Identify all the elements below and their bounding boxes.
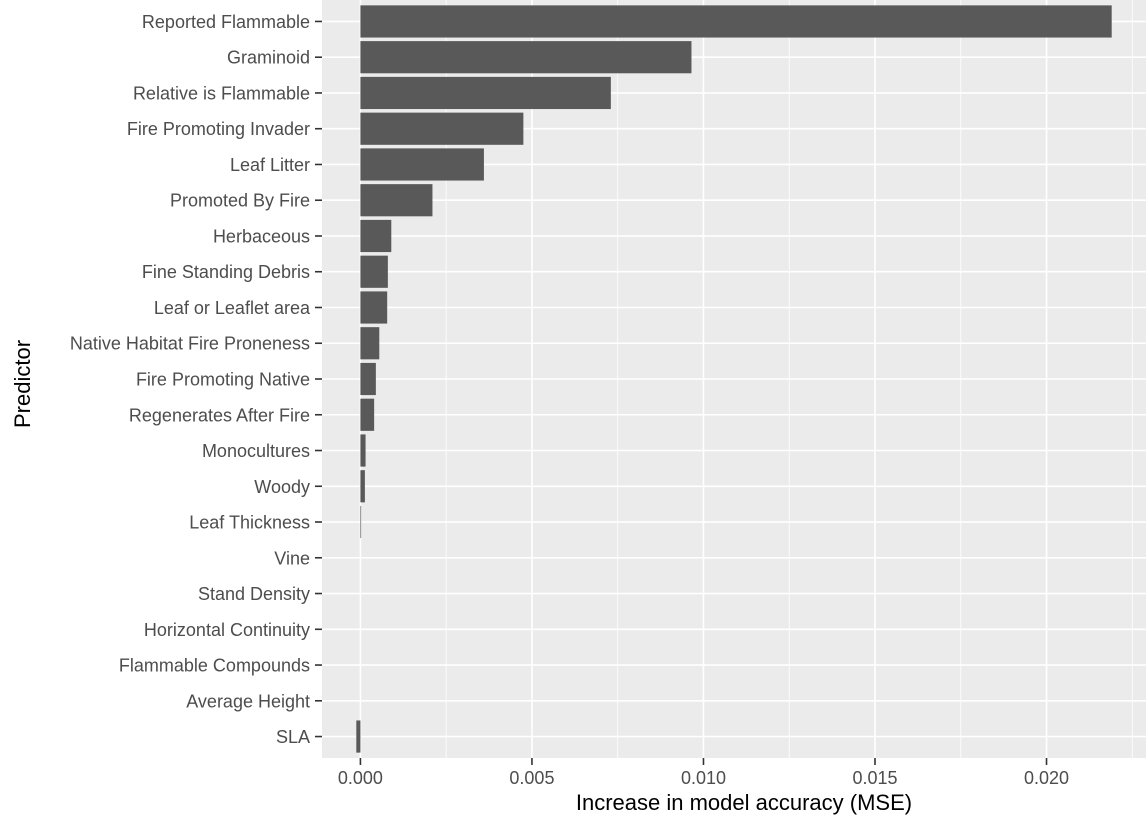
bar-monocultures [360,434,366,467]
bar-promoted-by-fire [360,184,433,217]
bar-fire-promoting-invader [360,112,524,145]
x-tick-label: 0.000 [338,768,383,788]
bar-leaf-litter [360,148,484,181]
bar-herbaceous [360,219,392,253]
y-tick-label: Leaf or Leaflet area [154,298,311,318]
y-tick-label: Native Habitat Fire Proneness [70,334,310,354]
y-tick-label: Vine [274,548,310,568]
y-tick-label: Herbaceous [213,226,310,246]
y-tick-label: Monocultures [202,441,310,461]
y-tick-label: Woody [254,477,310,497]
x-tick-label: 0.005 [509,768,554,788]
bars [356,5,1112,753]
bar-reported-flammable [360,5,1112,38]
y-tick-label: Fire Promoting Invader [127,119,310,139]
bar-graminoid [360,41,692,74]
y-tick-label: Relative is Flammable [133,83,310,103]
bar-fire-promoting-native [360,362,376,396]
y-tick-label: Graminoid [227,48,310,68]
bar-relative-is-flammable [360,76,611,110]
y-tick-label: Horizontal Continuity [144,620,310,640]
x-tick-label: 0.020 [1024,768,1069,788]
y-tick-label: Promoted By Fire [170,191,310,211]
y-tick-label: SLA [276,727,310,747]
bar-fine-standing-debris [360,255,388,288]
bar-native-habitat-fire-proneness [360,327,380,360]
bar-sla [356,720,361,753]
y-tick-label: Fire Promoting Native [136,370,310,390]
bar-leaf-or-leaflet-area [360,291,388,324]
y-axis-ticks: Reported Flammable Graminoid Relative is F… [70,12,322,747]
y-tick-label: Leaf Litter [230,155,310,175]
x-tick-label: 0.010 [681,768,726,788]
x-axis-ticks: 0.000 0.005 0.010 0.015 0.020 [338,758,1069,788]
y-tick-label: Fine Standing Debris [142,262,310,282]
y-tick-label: Leaf Thickness [189,513,310,533]
bar-regenerates-after-fire [360,398,375,431]
y-tick-label: Flammable Compounds [119,656,310,676]
x-axis-title: Increase in model accuracy (MSE) [576,790,912,815]
y-tick-label: Reported Flammable [142,12,310,32]
bar-leaf-thickness [360,505,362,539]
y-axis-title: Predictor [10,340,35,428]
y-tick-label: Stand Density [198,584,310,604]
y-tick-label: Average Height [186,691,310,711]
bar-woody [360,470,365,503]
y-tick-label: Regenerates After Fire [129,405,310,425]
x-tick-label: 0.015 [852,768,897,788]
